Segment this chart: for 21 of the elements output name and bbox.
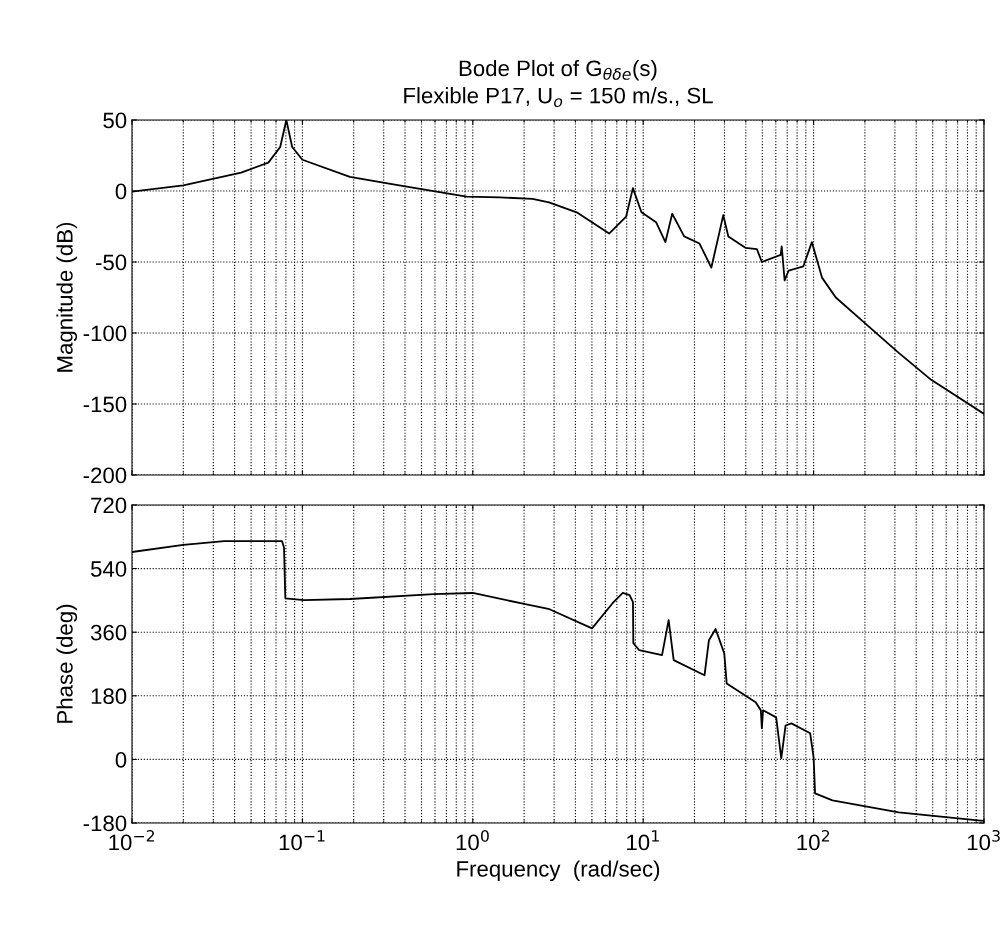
y-tick-label: 180 [91,688,127,705]
y-tick-label: 0 [115,183,127,200]
x-tick-label: 10$^{2}$ [797,829,830,851]
y-tick-label: -200 [83,467,127,484]
y-axis-title: Magnitude (dB) [56,222,78,372]
y-tick-label: -100 [83,325,127,342]
y-tick-label: 50 [103,112,127,129]
y-axis-title: Phase (deg) [56,604,78,723]
y-tick-label: 0 [115,751,127,768]
y-tick-label: 540 [90,561,127,577]
x-tick-label: 10$^{1}$ [627,830,659,851]
y-tick-label: -150 [83,396,127,413]
y-tick-label: 360 [90,624,127,641]
y-tick-label: -180 [83,815,127,832]
x-tick-label: 10$^{3}$ [967,829,1000,851]
x-tick-label: 10$^{0}$ [456,829,489,851]
y-tick-label: 720 [91,497,127,514]
chart-title: Bode Plot of G$_{θδe}$(s) Flexible P17, U$_{o}$ = 150 m/s., SL [404,59,713,108]
x-axis-title: Frequency (rad/sec) [457,860,660,882]
x-tick-label: 10$^{−1}$ [279,830,325,851]
y-tick-label: -50 [96,254,127,271]
